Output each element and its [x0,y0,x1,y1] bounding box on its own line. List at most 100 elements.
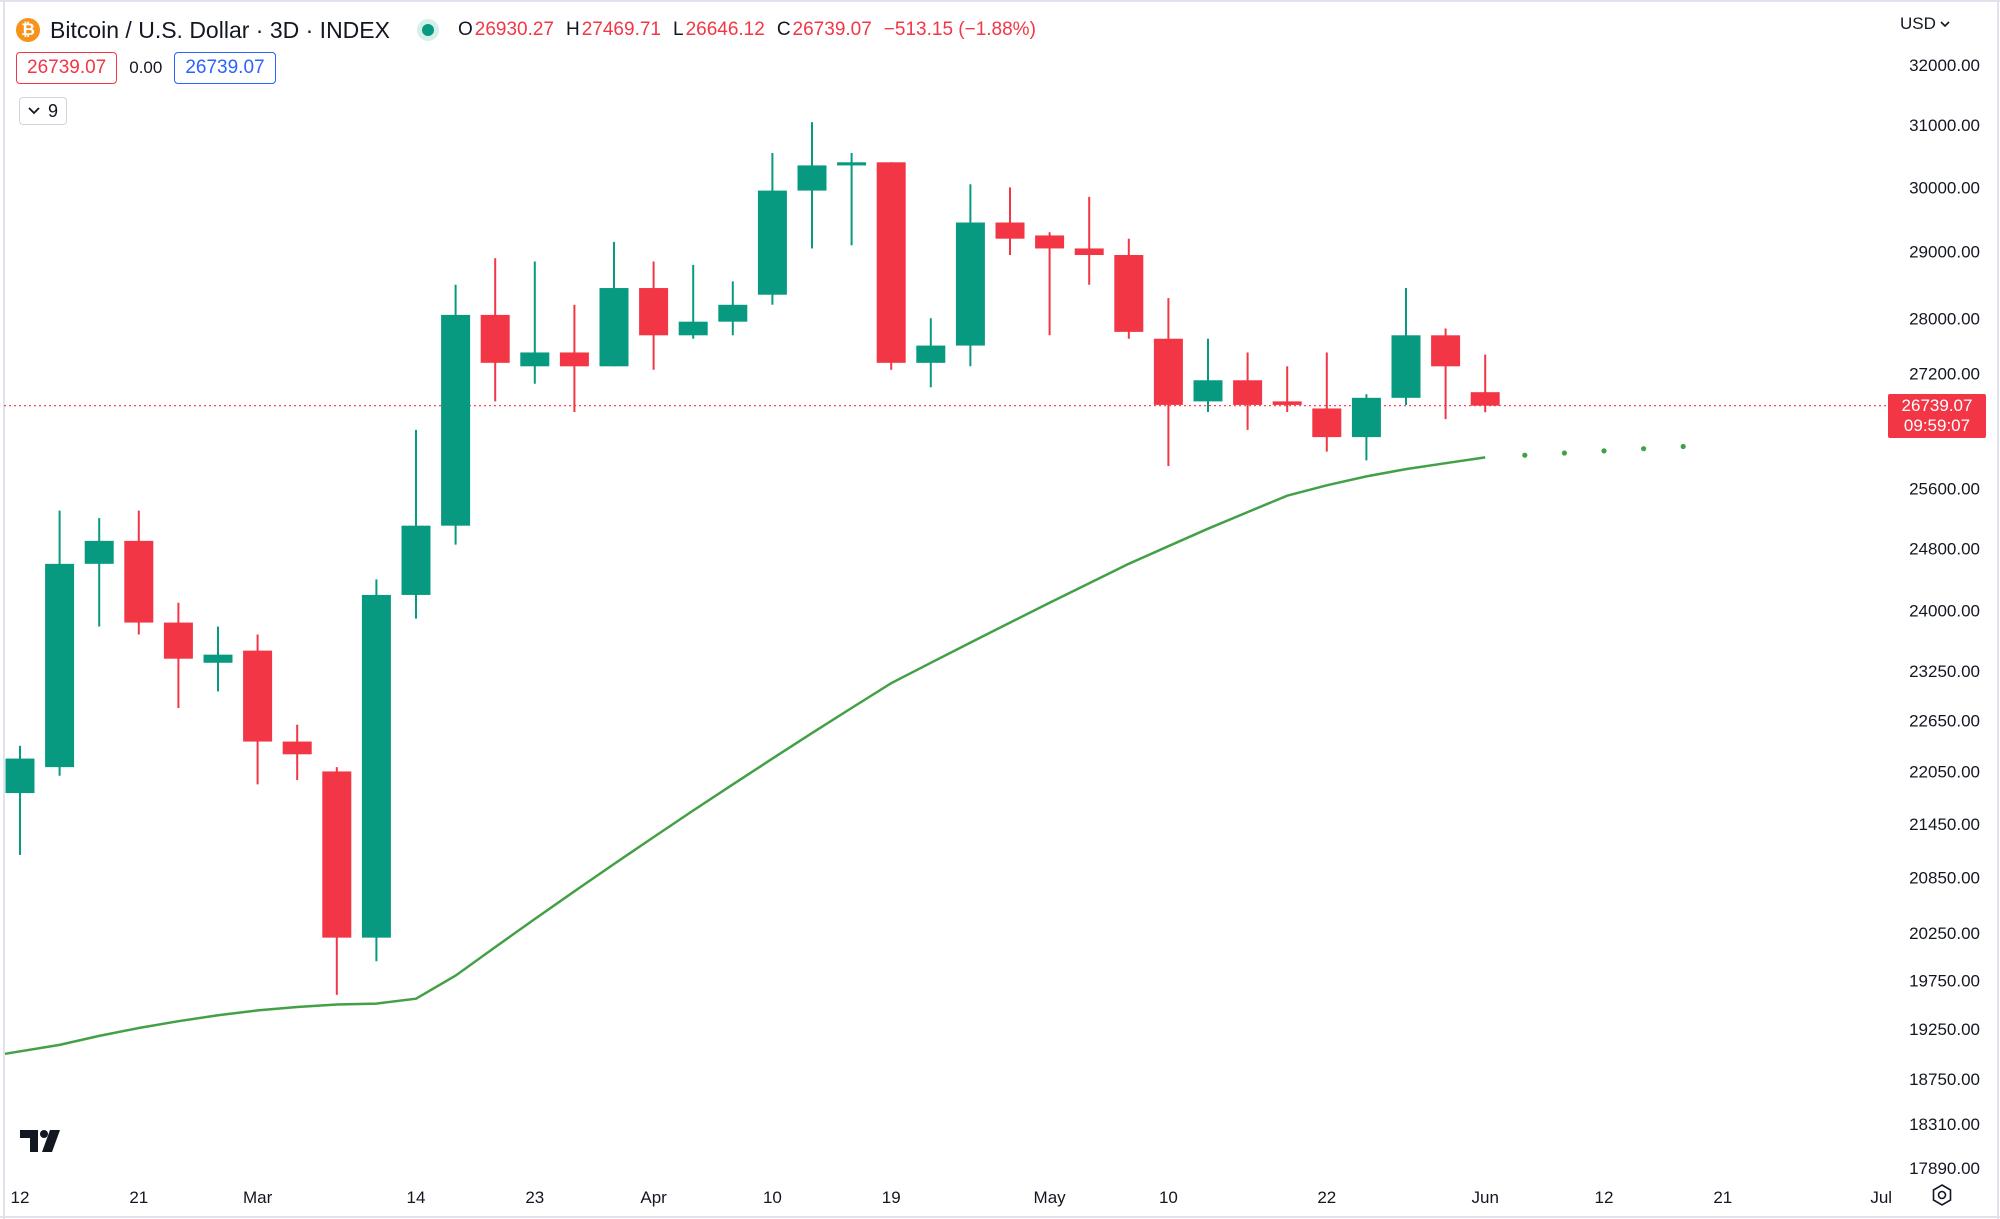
moving-average-projection-point [1522,452,1528,458]
time-tick-label: 21 [129,1188,148,1207]
candle-body-down[interactable] [282,741,312,755]
candle-body-down[interactable] [995,222,1025,239]
moving-average-projection-point [1680,443,1686,450]
price-tick-label: 23250.00 [1909,662,1980,681]
candle-body-down[interactable] [1114,254,1144,332]
time-tick-label: 10 [763,1188,782,1207]
candle-body-down[interactable] [243,650,273,742]
moving-average-line [4,456,1486,1056]
time-tick-label: Jun [1471,1188,1498,1207]
candle-body-up[interactable] [797,165,827,191]
tradingview-logo[interactable] [20,1130,68,1154]
price-tick-label: 18750.00 [1909,1070,1980,1089]
trade-buttons: 26739.07 0.00 26739.07 [16,52,276,84]
ohlc-values: O 26930.27 H 27469.71 L 26646.12 C 26739.07 … [458,19,1036,41]
candle-body-down[interactable] [480,314,510,363]
candle-body-up[interactable] [678,321,708,336]
high-value: 27469.71 [581,19,661,40]
price-tick-label: 27200.00 [1909,364,1980,383]
candle-body-down[interactable] [1272,401,1302,405]
spread-value: 0.00 [129,58,163,77]
candle-body-up[interactable] [84,540,114,564]
symbol-title[interactable]: Bitcoin / U.S. Dollar · 3D · INDEX [50,16,390,43]
candle-body-down[interactable] [1312,408,1342,438]
close-value: 26739.07 [792,19,872,40]
price-tick-label: 28000.00 [1909,309,1980,328]
time-tick-label: 12 [11,1188,30,1207]
currency-select[interactable]: USD [1900,14,1950,34]
sell-button[interactable]: 26739.07 [16,52,118,84]
candle-body-down[interactable] [322,771,352,938]
low-value: 26646.12 [685,19,765,40]
price-tick-label: 19250.00 [1909,1020,1980,1039]
low-label: L [672,19,684,40]
price-tick-label: 32000.00 [1909,56,1980,75]
candle-body-up[interactable] [5,758,35,794]
price-tick-label: 22650.00 [1909,712,1980,731]
candle-body-down[interactable] [559,352,589,367]
candle-body-up[interactable] [1391,335,1421,398]
market-status-dot[interactable] [421,24,434,36]
candle-body-up[interactable] [1193,380,1223,402]
bar-countdown: 09:59:07 [1903,416,1971,435]
currency-label: USD [1900,14,1936,33]
candle-body-up[interactable] [916,345,946,363]
chevron-down-icon [1940,20,1950,27]
price-tick-label: 19750.00 [1909,971,1980,990]
candle-body-up[interactable] [441,314,471,526]
moving-average-projection-point [1601,448,1607,454]
candles-series[interactable] [5,122,1500,995]
candle-body-up[interactable] [1351,397,1381,438]
time-tick-label: 14 [407,1188,426,1207]
candle-body-down[interactable] [124,540,154,623]
candle-body-up[interactable] [955,222,985,346]
moving-average-projection-point [1641,446,1647,452]
price-tick-label: 20250.00 [1909,924,1980,943]
price-tick-label: 30000.00 [1909,178,1980,197]
candle-body-up[interactable] [599,288,629,367]
candle-body-down[interactable] [639,288,669,336]
buy-button[interactable]: 26739.07 [174,52,276,84]
candle-body-down[interactable] [1074,248,1104,255]
time-tick-label: 21 [1713,1188,1732,1207]
candle-body-up[interactable] [203,654,233,663]
candle-body-down[interactable] [1470,392,1500,406]
candle-body-up[interactable] [718,304,748,322]
candle-body-up[interactable] [520,352,550,367]
moving-average-series [4,443,1686,1056]
indicators-toggle[interactable]: 9 [19,97,68,125]
last-price-value: 26739.07 [1901,396,1973,415]
candle-body-down[interactable] [1431,335,1461,367]
settings-icon[interactable] [1930,1183,1954,1207]
candle-body-down[interactable] [163,622,193,659]
moving-average-projection-point [1561,450,1567,456]
price-tick-label: 17890.00 [1909,1159,1980,1178]
candle-body-down[interactable] [1233,380,1263,405]
price-tick-label: 24800.00 [1909,539,1980,558]
candle-body-up[interactable] [45,563,75,768]
time-tick-label: May [1034,1188,1067,1207]
price-tick-label: 31000.00 [1909,116,1980,135]
high-label: H [566,19,580,40]
price-tick-label: 22050.00 [1909,762,1980,781]
price-tick-label: 21450.00 [1909,815,1980,834]
candle-body-up[interactable] [837,162,867,166]
candle-body-up[interactable] [401,525,431,595]
indicators-count: 9 [48,100,59,121]
chevron-down-icon [28,107,40,115]
candle-body-up[interactable] [361,594,391,938]
candle-body-up[interactable] [757,190,787,295]
candle-body-down[interactable] [876,162,906,363]
candle-body-down[interactable] [1035,235,1065,249]
price-axis[interactable]: 32000.00 31000.00 30000.00 29000.00 28000.00… [1909,56,1980,1178]
time-axis[interactable]: 12 21 Mar 14 23 Apr 10 19 May 10 22 Jun 12 21 Jul [11,1188,1893,1207]
bitcoin-icon: ₿ [16,18,40,42]
price-tick-label: 29000.00 [1909,243,1980,262]
price-tick-label: 20850.00 [1909,869,1980,888]
candle-body-down[interactable] [1153,338,1183,405]
price-tick-label: 25600.00 [1909,479,1980,498]
time-tick-label: 22 [1317,1188,1336,1207]
